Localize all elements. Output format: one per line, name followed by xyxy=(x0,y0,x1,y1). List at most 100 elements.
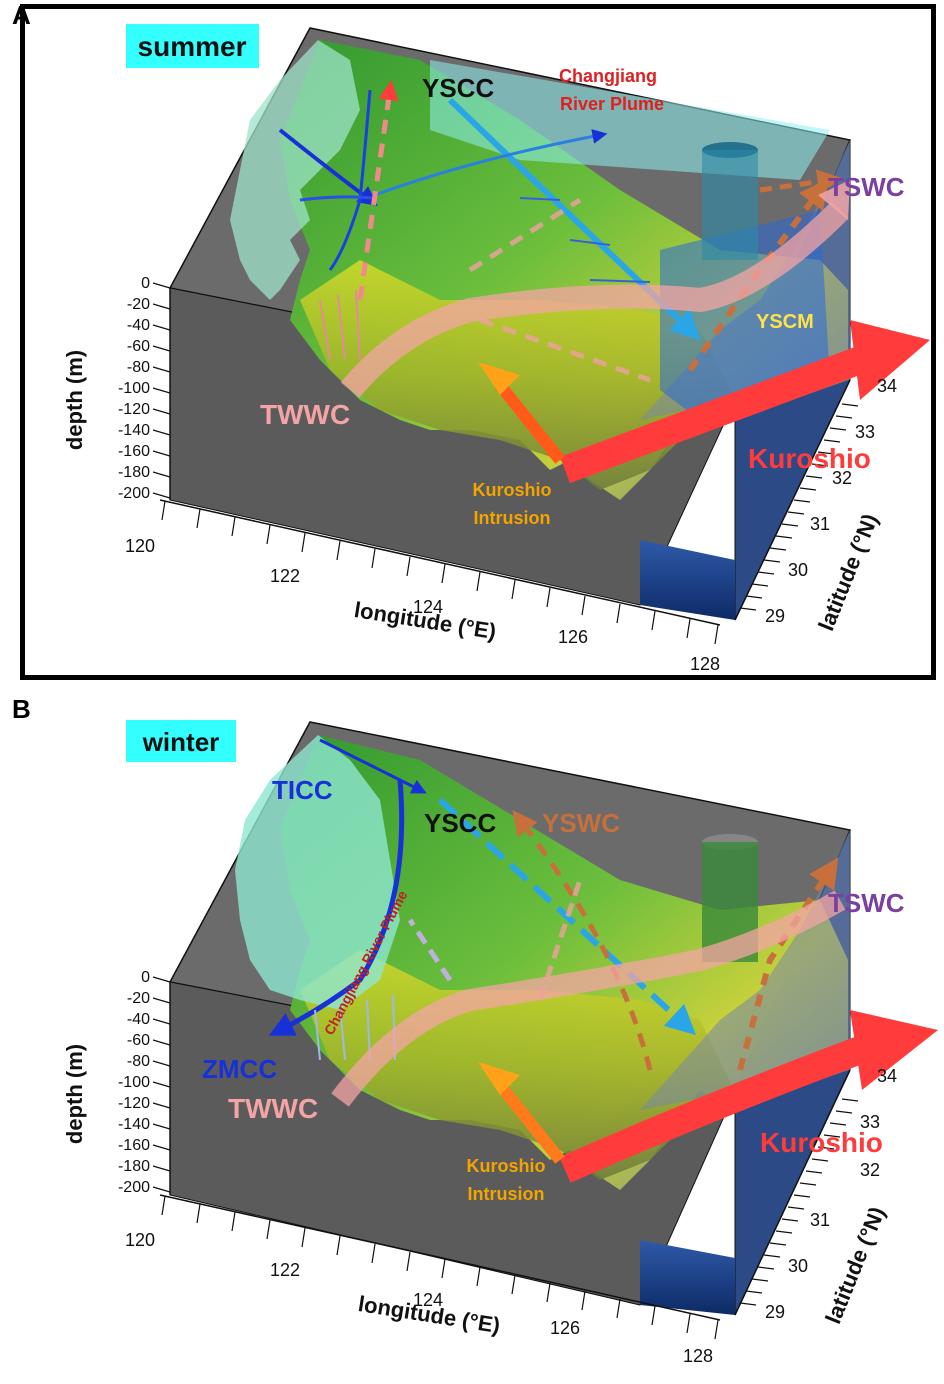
panel-a-lat-tickmarks xyxy=(739,403,859,611)
depth-tick: -140 xyxy=(118,422,150,439)
panel-b-yscc-label: YSCC xyxy=(424,808,496,838)
twwc-arrowhead xyxy=(818,180,850,220)
panel-b-lon-tickmarks xyxy=(161,1195,719,1340)
yscc-arrow xyxy=(437,797,697,1036)
depth-tick: -60 xyxy=(127,338,150,355)
panel-b-yswc-label: YSWC xyxy=(542,808,620,838)
depth-tick: -60 xyxy=(127,1032,150,1049)
twwc-thin-1 xyxy=(319,299,331,361)
lat-tick: 29 xyxy=(765,606,785,626)
lon-tick: 126 xyxy=(558,627,588,647)
lat-tick: 30 xyxy=(788,1256,808,1276)
coastline-land xyxy=(230,40,360,300)
lon-tick: 124 xyxy=(413,1290,443,1310)
twwc-branch-dashed-2 xyxy=(479,317,651,383)
shelf-thin-2 xyxy=(339,1004,346,1061)
panel-a-lon-tickmarks xyxy=(161,500,719,645)
latitude-axis-line xyxy=(734,379,851,621)
depth-tick: -40 xyxy=(127,317,150,334)
plume-arrow xyxy=(374,129,608,197)
coastal-current-3 xyxy=(299,195,373,202)
longitude-axis-line xyxy=(159,1194,721,1321)
shelf-thin-1 xyxy=(314,1009,321,1061)
panel-a-depth-ticks: 0 -20 -40 -60 -80 -100 -120 -140 -160 -1… xyxy=(118,275,150,502)
kuroshio-arrowhead xyxy=(850,320,930,400)
kuroshio-arrow xyxy=(560,346,865,484)
lat-tick: 30 xyxy=(788,560,808,580)
twwc-band xyxy=(331,890,846,1107)
panel-a-depth-label: depth (m) xyxy=(62,350,87,450)
depth-tick: -200 xyxy=(118,1179,150,1196)
zmcc-current xyxy=(268,779,405,1036)
ticc-current xyxy=(319,738,427,794)
lat-tick: 29 xyxy=(765,1302,785,1322)
tswc-dashed-2 xyxy=(759,169,843,195)
lon-tick: 122 xyxy=(270,1260,300,1280)
panel-a-lon-ticks: 120 122 124 126 128 xyxy=(125,536,720,674)
twwc-north-dashed xyxy=(357,80,399,301)
depth-tick: -160 xyxy=(118,1137,150,1154)
intrusion-arrowhead xyxy=(478,1062,520,1095)
panel-a-yscm-label: YSCM xyxy=(756,311,814,333)
panel-a-season-tag: summer xyxy=(138,31,247,62)
depth-tick: -80 xyxy=(127,1053,150,1070)
depth-tick: -120 xyxy=(118,401,150,418)
lat-tick: 32 xyxy=(832,468,852,488)
depth-tick: -40 xyxy=(127,1011,150,1028)
depth-tick: -20 xyxy=(127,990,150,1007)
depth-tick: -200 xyxy=(118,485,150,502)
lon-tick: 120 xyxy=(125,536,155,556)
lon-tick: 120 xyxy=(125,1230,155,1250)
small-current-2 xyxy=(569,239,611,246)
panel-b-zmcc-label: ZMCC xyxy=(202,1054,277,1084)
kuroshio-arrow xyxy=(559,1036,865,1183)
lon-tick: 128 xyxy=(683,1346,713,1366)
panel-a-intrusion-label-1: Kuroshio xyxy=(473,480,552,500)
lon-tick: 124 xyxy=(413,597,443,617)
panel-a-yscc-label: YSCC xyxy=(422,73,494,103)
lat-tick: 31 xyxy=(810,1210,830,1230)
panel-a-lat-ticks: 29 30 31 32 33 34 xyxy=(765,376,897,626)
panel-a-diagram xyxy=(159,27,930,626)
intrusion-arrowhead xyxy=(478,362,520,395)
panel-b-intrusion-label-1: Kuroshio xyxy=(467,1156,546,1176)
panel-a-intrusion-label-2: Intrusion xyxy=(474,508,551,528)
panel-b-depth-tickmarks xyxy=(152,976,171,1193)
small-current-3 xyxy=(589,279,651,283)
panel-b-lon-ticks: 120 122 124 126 128 xyxy=(125,1230,713,1366)
depth-tick: -100 xyxy=(118,380,150,397)
twwc-thin-2 xyxy=(337,294,346,361)
longitude-axis-line xyxy=(159,499,721,626)
panel-a-kuroshio-label: Kuroshio xyxy=(748,443,871,474)
panel-a-depth-tickmarks xyxy=(152,282,171,499)
latitude-axis-line xyxy=(734,1069,851,1316)
cylinder-body xyxy=(702,150,758,260)
panel-a-tswc-label: TSWC xyxy=(828,172,905,202)
lat-tick: 32 xyxy=(860,1160,880,1180)
panel-b-lat-ticks: 29 30 31 32 33 34 xyxy=(765,1066,897,1322)
panel-b-diagram xyxy=(159,721,938,1321)
panel-b-tswc-label: TSWC xyxy=(828,888,905,918)
lon-tick: 122 xyxy=(270,566,300,586)
panel-a-twwc-label: TWWC xyxy=(260,399,350,430)
deep-region xyxy=(640,830,850,1110)
depth-tick: -20 xyxy=(127,296,150,313)
panel-a-plume-label-1: Changjiang xyxy=(559,66,657,86)
lat-tick: 33 xyxy=(860,1112,880,1132)
panel-b-ticc-label: TICC xyxy=(272,775,333,805)
coastline-land xyxy=(235,735,400,1010)
lat-tick: 34 xyxy=(877,376,897,396)
panel-b-twwc-label: TWWC xyxy=(228,1093,318,1124)
depth-tick: 0 xyxy=(141,275,150,292)
panel-a-plume-label-2: River Plume xyxy=(560,94,664,114)
deep-water-front xyxy=(640,540,735,620)
panel-b-season-tag: winter xyxy=(142,727,220,757)
depth-tick: -180 xyxy=(118,1158,150,1175)
lat-tick: 31 xyxy=(810,514,830,534)
panel-b-depth-label: depth (m) xyxy=(62,1044,87,1144)
intrusion-arrow xyxy=(495,1081,565,1164)
panel-a-season-tag-bg xyxy=(126,24,259,68)
panel-b-letter: B xyxy=(12,694,31,724)
panel-b-latitude-label: latitude (°N) xyxy=(820,1203,890,1327)
